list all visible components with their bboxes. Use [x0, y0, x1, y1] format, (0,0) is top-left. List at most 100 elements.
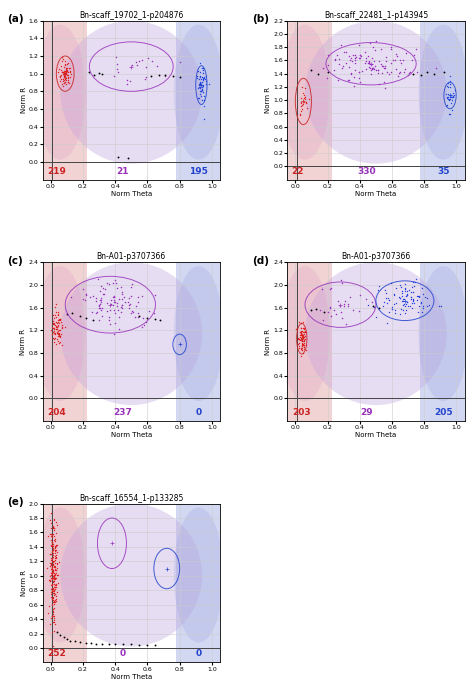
Point [48, 530, 56, 541]
Point [383, 67, 391, 78]
Point [365, 56, 373, 67]
Point [373, 312, 380, 323]
Point [62, 63, 70, 75]
Point [447, 70, 454, 81]
Point [399, 285, 406, 296]
Point [63, 63, 70, 74]
Point [412, 43, 420, 54]
Point [54, 321, 62, 332]
Point [112, 317, 119, 328]
Point [448, 95, 456, 106]
Point [413, 294, 421, 305]
Point [113, 59, 120, 70]
Text: 0: 0 [119, 649, 126, 658]
Point [348, 55, 356, 66]
Point [49, 573, 57, 584]
Point [199, 81, 206, 92]
Point [86, 66, 93, 77]
Point [356, 77, 364, 88]
Point [46, 548, 54, 559]
Point [109, 299, 117, 310]
Point [47, 586, 55, 597]
Point [332, 55, 339, 66]
Point [148, 55, 155, 66]
Point [299, 331, 306, 342]
Point [46, 575, 53, 586]
Point [409, 286, 416, 297]
Point [362, 47, 369, 58]
Bar [175, 262, 229, 421]
Point [66, 62, 73, 73]
Point [176, 72, 183, 83]
Point [327, 283, 335, 294]
Point [120, 292, 128, 303]
Point [115, 312, 123, 323]
Point [401, 307, 409, 318]
Point [48, 566, 55, 577]
Point [368, 297, 375, 308]
Point [390, 289, 398, 300]
Point [50, 525, 58, 536]
Point [201, 74, 209, 85]
Point [55, 329, 63, 340]
Point [294, 333, 302, 344]
Point [51, 533, 58, 544]
Point [55, 313, 63, 324]
Point [52, 589, 59, 600]
Point [417, 297, 425, 308]
Point [49, 544, 57, 555]
Point [58, 66, 66, 77]
Point [87, 291, 94, 302]
Point [61, 71, 68, 82]
Point [110, 294, 118, 305]
Point [100, 288, 107, 299]
Point [391, 55, 398, 66]
Point [197, 86, 205, 97]
Point [297, 318, 305, 329]
Point [198, 83, 205, 95]
Point [49, 522, 57, 533]
Point [48, 537, 56, 548]
Point [106, 318, 114, 329]
Point [312, 303, 320, 314]
Point [48, 328, 56, 339]
Point [372, 36, 379, 47]
Point [298, 105, 305, 116]
Point [142, 62, 150, 73]
Point [432, 63, 439, 74]
Y-axis label: Norm R: Norm R [20, 328, 27, 355]
Point [47, 553, 55, 564]
Point [48, 518, 55, 529]
Point [97, 293, 104, 304]
Y-axis label: Norm R: Norm R [20, 87, 27, 113]
Point [368, 58, 375, 69]
Point [301, 334, 308, 345]
Point [443, 88, 450, 99]
Point [95, 299, 103, 310]
Point [197, 66, 204, 77]
Point [295, 333, 302, 344]
Point [398, 295, 405, 306]
Point [295, 341, 303, 352]
Point [302, 339, 310, 351]
Point [409, 277, 417, 288]
Bar [175, 504, 229, 662]
Point [53, 562, 61, 573]
Point [60, 81, 67, 92]
Point [362, 63, 370, 75]
Point [57, 64, 65, 75]
Point [105, 639, 112, 650]
Point [64, 66, 71, 77]
Point [296, 109, 304, 120]
Point [356, 290, 364, 301]
Point [300, 332, 308, 343]
Point [59, 54, 67, 65]
Point [126, 299, 134, 310]
Point [99, 303, 106, 314]
Point [88, 306, 96, 317]
Point [299, 329, 307, 340]
Point [337, 300, 344, 311]
Point [53, 549, 60, 560]
Point [45, 574, 52, 585]
Point [316, 304, 324, 315]
